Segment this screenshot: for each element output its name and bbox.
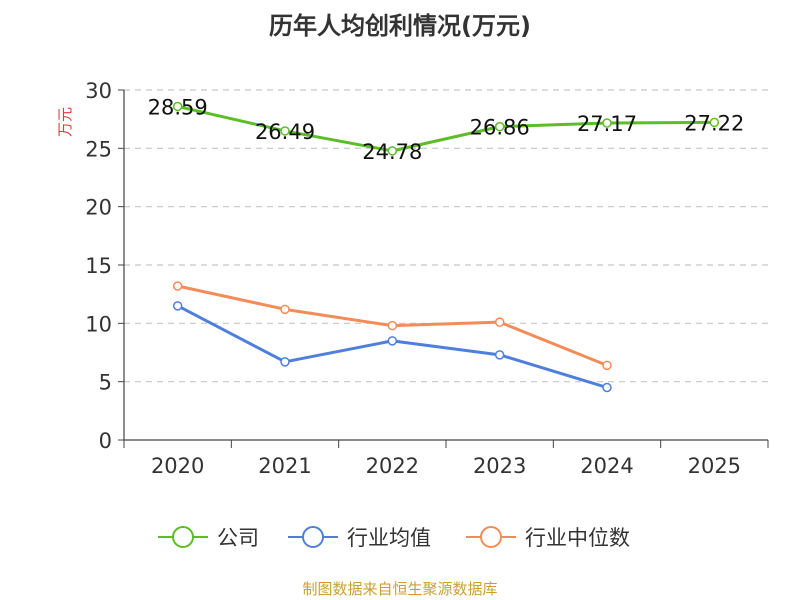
data-point <box>387 320 398 331</box>
data-point <box>494 317 505 327</box>
series-line-1 <box>176 304 608 389</box>
legend-label: 行业均值 <box>347 526 431 550</box>
data-point <box>172 281 183 291</box>
data-point <box>387 146 398 156</box>
data-label: 26.86 <box>470 116 530 140</box>
data-point <box>280 304 290 315</box>
data-point <box>602 360 612 371</box>
y-tick-label: 10 <box>85 312 112 336</box>
legend-marker <box>302 526 324 548</box>
y-tick-label: 15 <box>85 254 112 278</box>
y-tick-label: 20 <box>85 196 112 220</box>
y-tick-label: 25 <box>85 137 112 161</box>
data-label: 26.49 <box>255 120 315 144</box>
y-axis-label: 万元 <box>56 107 74 137</box>
data-point <box>280 357 290 367</box>
data-label: 27.22 <box>684 111 744 135</box>
data-point <box>602 118 612 128</box>
x-tick-label: 2024 <box>580 454 633 478</box>
legend-marker <box>480 526 502 548</box>
x-tick-label: 2021 <box>258 454 311 478</box>
data-point <box>280 126 290 136</box>
x-tick-label: 2020 <box>151 454 204 478</box>
data-label: 24.78 <box>362 140 422 164</box>
legend-label: 公司 <box>217 526 259 550</box>
legend-label: 行业中位数 <box>525 526 630 550</box>
data-point <box>172 301 183 311</box>
data-point <box>602 382 612 393</box>
x-tick-label: 2025 <box>688 454 741 478</box>
data-label: 27.17 <box>577 112 637 136</box>
x-tick-label: 2022 <box>366 454 419 478</box>
y-tick-label: 5 <box>99 371 112 395</box>
data-point <box>172 101 183 112</box>
y-tick-label: 0 <box>99 429 112 453</box>
x-tick-label: 2023 <box>473 454 526 478</box>
data-point <box>494 350 505 360</box>
chart-title: 历年人均创利情况(万元) <box>269 12 531 40</box>
series-line-0 <box>177 104 715 153</box>
data-point <box>494 121 505 132</box>
source-note: 制图数据来自恒生聚源数据库 <box>302 580 498 598</box>
data-label: 28.59 <box>148 95 208 119</box>
data-point <box>387 336 398 346</box>
data-point <box>709 117 720 128</box>
legend-marker <box>172 526 194 548</box>
y-tick-label: 30 <box>85 79 112 103</box>
